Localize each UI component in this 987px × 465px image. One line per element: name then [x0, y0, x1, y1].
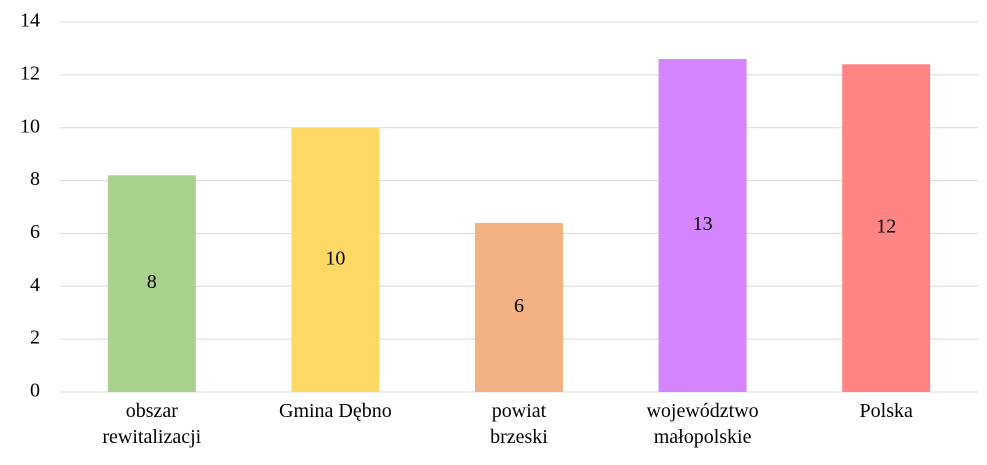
bar [475, 222, 563, 392]
x-tick-label: województwo małopolskie [646, 400, 759, 448]
bar [842, 64, 931, 393]
y-tick-label: 14 [20, 10, 40, 32]
y-tick-label: 4 [30, 274, 40, 296]
data-label: 8 [147, 271, 157, 293]
y-tick-label: 10 [20, 115, 40, 137]
x-tick-label: obszar rewitalizacji [102, 400, 202, 448]
bar [658, 59, 747, 392]
data-label: 12 [876, 216, 896, 238]
x-tick-label: Polska [859, 400, 913, 422]
y-tick-label: 2 [30, 327, 40, 349]
x-tick-label: Gmina Dębno [279, 400, 392, 422]
data-label: 13 [693, 213, 713, 235]
x-tick-label: powiat brzeski [490, 400, 548, 448]
y-tick-label: 8 [30, 168, 40, 190]
y-tick-label: 6 [30, 221, 40, 243]
bar [291, 127, 380, 392]
y-tick-label: 12 [20, 62, 40, 84]
data-label: 10 [325, 247, 345, 269]
y-tick-label: 0 [30, 380, 40, 402]
bar [107, 175, 196, 392]
data-label: 6 [514, 295, 524, 317]
